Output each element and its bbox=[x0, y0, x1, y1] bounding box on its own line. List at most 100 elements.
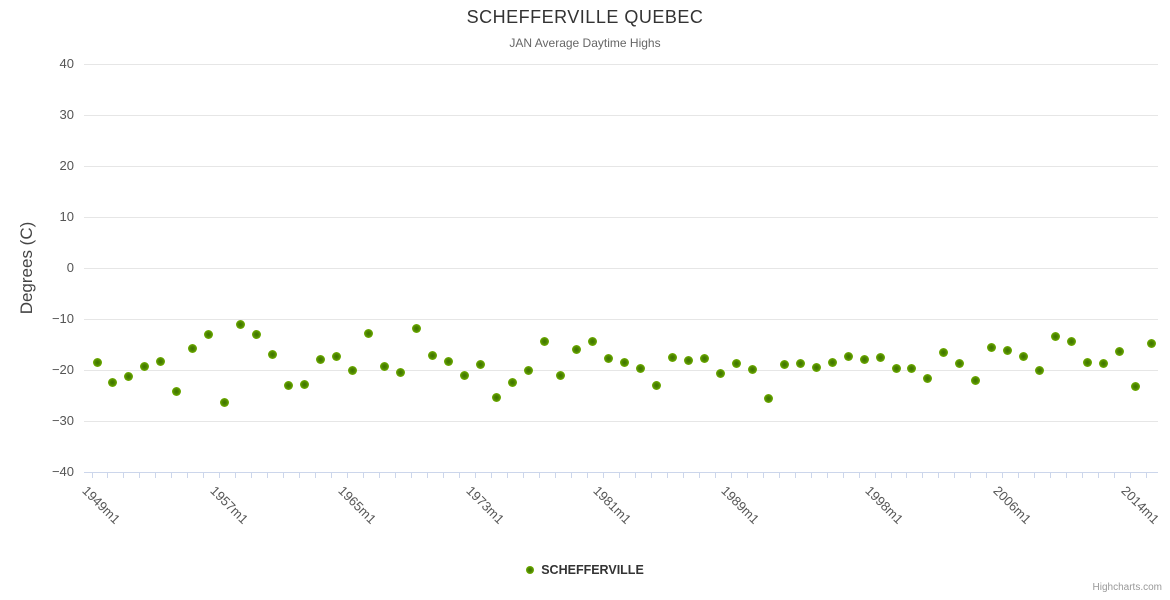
data-point[interactable] bbox=[1115, 347, 1125, 357]
data-point[interactable] bbox=[795, 358, 805, 368]
y-gridline bbox=[84, 64, 1158, 65]
data-point[interactable] bbox=[172, 386, 182, 396]
data-point[interactable] bbox=[955, 359, 965, 369]
data-point[interactable] bbox=[1067, 336, 1077, 346]
data-point[interactable] bbox=[1051, 331, 1061, 341]
y-axis-tick-label: 20 bbox=[59, 158, 74, 173]
x-axis-tick bbox=[986, 472, 988, 478]
data-point[interactable] bbox=[380, 361, 390, 371]
data-point[interactable] bbox=[236, 320, 246, 330]
y-axis-tick-label: −30 bbox=[51, 413, 74, 428]
data-point[interactable] bbox=[204, 330, 214, 340]
x-axis-tick bbox=[491, 472, 492, 478]
x-axis-tick bbox=[682, 472, 684, 478]
data-point[interactable] bbox=[1003, 346, 1013, 356]
x-axis-tick bbox=[650, 472, 652, 478]
y-gridline bbox=[84, 421, 1158, 422]
x-axis-tick bbox=[794, 472, 796, 478]
data-point[interactable] bbox=[667, 353, 677, 363]
data-point[interactable] bbox=[715, 369, 725, 379]
data-point[interactable] bbox=[939, 348, 949, 358]
data-point[interactable] bbox=[124, 371, 134, 381]
data-point[interactable] bbox=[539, 336, 549, 346]
data-point[interactable] bbox=[1099, 358, 1109, 368]
data-point[interactable] bbox=[891, 363, 901, 373]
x-axis-tick bbox=[538, 472, 540, 478]
data-point[interactable] bbox=[523, 365, 533, 375]
data-point[interactable] bbox=[220, 397, 230, 407]
data-point[interactable] bbox=[923, 373, 933, 383]
y-gridline bbox=[84, 319, 1158, 320]
data-point[interactable] bbox=[492, 392, 501, 402]
data-point[interactable] bbox=[843, 352, 853, 362]
y-axis-tick-label: 10 bbox=[59, 209, 74, 224]
data-point[interactable] bbox=[603, 354, 613, 364]
x-axis-tick bbox=[299, 472, 301, 478]
y-axis-tick-label: −10 bbox=[51, 311, 74, 326]
data-point[interactable] bbox=[460, 370, 470, 380]
data-point[interactable] bbox=[92, 358, 102, 368]
x-axis-tick bbox=[954, 472, 956, 478]
data-point[interactable] bbox=[859, 355, 869, 365]
data-point[interactable] bbox=[188, 343, 198, 353]
data-point[interactable] bbox=[300, 380, 310, 390]
data-point[interactable] bbox=[587, 336, 597, 346]
data-point[interactable] bbox=[428, 351, 438, 361]
x-axis-tick bbox=[315, 472, 317, 478]
data-point[interactable] bbox=[284, 380, 294, 390]
data-point[interactable] bbox=[683, 356, 693, 366]
data-point[interactable] bbox=[635, 363, 645, 373]
data-point[interactable] bbox=[555, 370, 565, 380]
data-point[interactable] bbox=[156, 357, 166, 367]
data-point[interactable] bbox=[699, 354, 709, 364]
data-point[interactable] bbox=[332, 352, 342, 362]
data-point[interactable] bbox=[412, 323, 422, 333]
x-axis-tick bbox=[714, 472, 716, 478]
data-point[interactable] bbox=[140, 361, 150, 371]
x-axis-tick bbox=[890, 472, 892, 478]
data-point[interactable] bbox=[779, 360, 789, 370]
data-point[interactable] bbox=[571, 344, 581, 354]
data-point[interactable] bbox=[731, 358, 741, 368]
data-point[interactable] bbox=[875, 353, 885, 363]
data-point[interactable] bbox=[747, 364, 757, 374]
x-axis-tick bbox=[970, 472, 972, 478]
highcharts-credit-link[interactable]: Highcharts.com bbox=[1092, 582, 1162, 593]
x-axis-tick bbox=[139, 472, 141, 478]
data-point[interactable] bbox=[476, 359, 486, 369]
data-point[interactable] bbox=[971, 376, 981, 386]
x-axis-tick bbox=[395, 472, 397, 478]
data-point[interactable] bbox=[1147, 339, 1157, 349]
data-point[interactable] bbox=[987, 343, 997, 353]
data-point[interactable] bbox=[763, 393, 773, 403]
data-point[interactable] bbox=[1083, 358, 1093, 368]
legend-item-schefferville[interactable]: SCHEFFERVILLE bbox=[0, 563, 1170, 577]
x-axis-tick bbox=[730, 472, 732, 478]
data-point[interactable] bbox=[252, 329, 262, 339]
data-point[interactable] bbox=[1019, 352, 1029, 362]
data-point[interactable] bbox=[444, 356, 454, 366]
data-point[interactable] bbox=[907, 363, 917, 373]
x-axis-tick bbox=[746, 472, 748, 478]
data-point[interactable] bbox=[364, 329, 374, 339]
data-point[interactable] bbox=[1035, 366, 1045, 375]
data-point[interactable] bbox=[108, 378, 118, 388]
x-axis-tick bbox=[251, 472, 253, 478]
legend-label: SCHEFFERVILLE bbox=[541, 563, 644, 577]
x-axis-tick-label: 2006m1 bbox=[990, 483, 1035, 527]
data-point[interactable] bbox=[316, 355, 326, 365]
data-point[interactable] bbox=[348, 365, 358, 375]
data-point[interactable] bbox=[619, 358, 629, 368]
x-axis-tick bbox=[331, 472, 333, 478]
data-point[interactable] bbox=[1131, 381, 1141, 391]
data-point[interactable] bbox=[268, 350, 278, 360]
data-point[interactable] bbox=[811, 362, 821, 372]
data-point[interactable] bbox=[827, 358, 837, 368]
x-axis-tick bbox=[267, 472, 269, 478]
data-point[interactable] bbox=[396, 367, 406, 377]
data-point[interactable] bbox=[651, 381, 661, 391]
x-axis-tick bbox=[874, 472, 876, 478]
data-point[interactable] bbox=[507, 378, 517, 388]
x-axis-tick bbox=[1098, 472, 1100, 478]
